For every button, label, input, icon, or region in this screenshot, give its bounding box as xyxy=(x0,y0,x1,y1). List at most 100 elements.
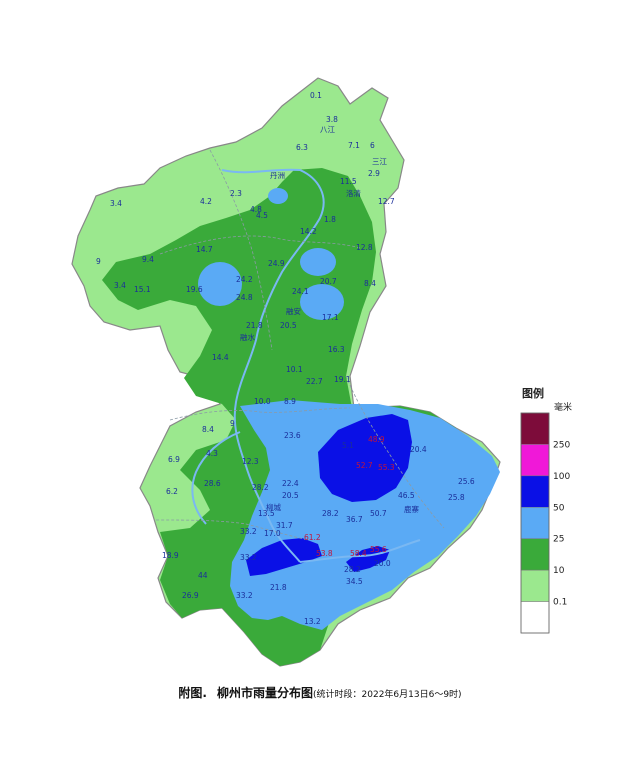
legend-swatch xyxy=(520,569,550,602)
map-label: 8.9 xyxy=(284,397,296,406)
legend-tick-label: 25 xyxy=(553,535,564,545)
map-label: 融水 xyxy=(240,332,255,342)
map-label: 12.8 xyxy=(356,243,373,252)
map-label: 12.7 xyxy=(378,197,395,206)
region-rain-25-to-50 xyxy=(230,400,500,630)
legend-frame xyxy=(520,412,550,634)
river-main xyxy=(221,168,325,563)
map-label: 9 xyxy=(230,419,235,428)
map-label: 25.8 xyxy=(448,493,465,502)
map-label: 52.7 xyxy=(356,461,373,470)
map-label: 15.1 xyxy=(134,285,151,294)
map-label: 21.8 xyxy=(270,583,287,592)
map-label: 16.3 xyxy=(328,345,345,354)
map-label: 6.9 xyxy=(168,455,180,464)
map-label: 44 xyxy=(198,571,208,580)
legend-tick-label: 250 xyxy=(553,440,570,450)
map-label: 14.7 xyxy=(196,245,213,254)
legend-swatch xyxy=(520,444,550,477)
map-label: 8.4 xyxy=(202,425,214,434)
map-label: 23.6 xyxy=(284,431,301,440)
map-label: 5.1 xyxy=(342,441,354,450)
map-label: 24.2 xyxy=(236,275,253,284)
legend-unit: 毫米 xyxy=(554,401,572,413)
legend: 图例 毫米 250 100 50 25 10 0.1 xyxy=(520,386,572,634)
map-label: 9 xyxy=(96,257,101,266)
map-label: 融安 xyxy=(286,306,301,316)
map-label: 28.6 xyxy=(204,479,221,488)
map-label: 33.2 xyxy=(240,527,257,536)
legend-swatches: 250 100 50 25 10 0.1 xyxy=(520,412,570,634)
county-boundary xyxy=(159,235,361,255)
map-label: 19.6 xyxy=(186,285,203,294)
map-label: 20.4 xyxy=(410,445,427,454)
legend-tick-label: 50 xyxy=(553,503,565,513)
region-rain-25-to-50-north-pocket-4 xyxy=(268,188,288,204)
county-boundary xyxy=(155,519,309,541)
map-label: 丹洲 xyxy=(270,171,285,180)
region-rain-25-to-50-north-pocket-3 xyxy=(300,284,344,320)
map-label: 28.2 xyxy=(322,509,339,518)
legend-swatch xyxy=(520,507,550,539)
legend-title: 图例 xyxy=(522,386,544,400)
map-label: 10.0 xyxy=(254,397,271,406)
legend-swatch xyxy=(520,475,550,508)
map-label: 52.3 xyxy=(0,0,17,2)
map-label: 20.0 xyxy=(374,559,391,568)
map-label: 53.8 xyxy=(316,549,333,558)
map-label: 17.1 xyxy=(322,313,339,322)
river-east xyxy=(299,539,421,563)
map-label: 三江 xyxy=(372,157,387,166)
map-label: 柳城 xyxy=(266,502,281,512)
map-label: 24.8 xyxy=(236,293,253,302)
map-label: 18.9 xyxy=(162,551,179,560)
region-rain-50-to-100-east xyxy=(318,414,412,502)
region-rain-25-to-50-north-pocket-2 xyxy=(300,248,336,276)
county-boundary xyxy=(209,149,273,351)
caption-prefix: 附图. xyxy=(178,686,207,700)
map-label: 33.2 xyxy=(236,591,253,600)
map-label: 11.5 xyxy=(340,177,357,186)
map-label: 28.2 xyxy=(344,565,361,574)
legend-swatch xyxy=(520,412,550,445)
map-label: 6.3 xyxy=(296,143,308,152)
map-label: 8.4 xyxy=(364,279,376,288)
caption-title: 柳州市雨量分布图 xyxy=(216,686,313,700)
map-label: 14.2 xyxy=(300,227,317,236)
map-label: 36.7 xyxy=(346,515,363,524)
map-label: 20.7 xyxy=(320,277,337,286)
region-rain-50-to-100-south-west xyxy=(246,538,322,576)
map-label: 4.3 xyxy=(206,449,218,458)
map-label: 48.9 xyxy=(368,435,385,444)
map-label: 20.5 xyxy=(280,321,297,330)
map-label: 13.2 xyxy=(304,617,321,626)
map-label: 58.4 xyxy=(350,549,367,558)
county-boundary xyxy=(169,407,351,421)
map-label: 21.8 xyxy=(246,321,263,330)
map-label: 1.8 xyxy=(324,215,336,224)
map-label: 19.1 xyxy=(334,375,351,384)
map-label: 3.4 xyxy=(114,281,126,290)
map-label: 22.4 xyxy=(282,479,299,488)
map-label: 3.4 xyxy=(110,199,122,208)
legend-swatch xyxy=(520,538,550,571)
map-label: 34.5 xyxy=(346,577,363,586)
map-label: 2.9 xyxy=(368,169,380,178)
map-label: 24.9 xyxy=(268,259,285,268)
map-label: 33.2 xyxy=(240,553,257,562)
map-label: 10.1 xyxy=(286,365,303,374)
river-west xyxy=(191,431,241,525)
legend-tick-label: 0.1 xyxy=(553,598,567,608)
map-label: 20.5 xyxy=(282,491,299,500)
map-label: 9.4 xyxy=(142,255,154,264)
map-label: 洛清 xyxy=(346,188,361,198)
map-label: 6 xyxy=(370,141,375,150)
map-label: 6.2 xyxy=(166,487,178,496)
map-label: 2.3 xyxy=(230,189,242,198)
map-label: 46.5 xyxy=(398,491,415,500)
region-rain-50-to-100-south-east xyxy=(346,546,390,572)
map-label: 13.5 xyxy=(258,509,275,518)
figure-caption: 附图. 柳州市雨量分布图(统计时段：2022年6月13日6～9时) xyxy=(0,682,640,701)
